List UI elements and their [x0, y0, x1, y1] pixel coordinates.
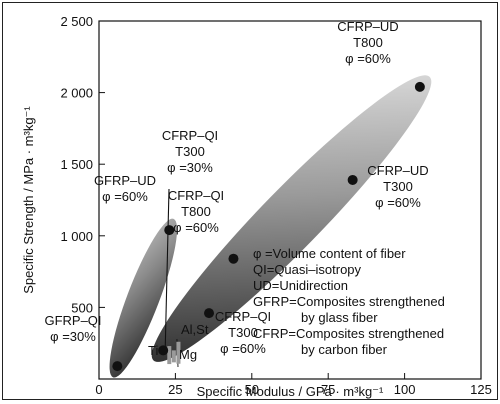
legend-note-line-2: UD=Unidirection — [253, 278, 348, 293]
legend-note-line-1: QI=Quasi–isotropy — [253, 262, 362, 277]
chart-frame: 0 25 50 75 100 125 500 1 000 1 500 2 000 2 500 Spec… — [2, 2, 498, 400]
region-gfrp — [109, 218, 178, 378]
x-tick-label-1: 25 — [168, 382, 182, 397]
x-tick-label-0: 0 — [95, 382, 102, 397]
annot-cfrp-qi-t300-30-line-2: φ =30% — [167, 160, 213, 175]
plot-area-border — [98, 20, 482, 380]
annot-al-st: Al,St — [181, 322, 209, 337]
legend-note-glass-line-0: by glass fiber — [301, 310, 378, 325]
data-point-0 — [112, 361, 123, 372]
x-tick-label-2: 50 — [245, 382, 259, 397]
data-point-4 — [228, 253, 239, 264]
guide-line-qi-t300 — [164, 188, 170, 351]
y-axis-title: Specific Strength / MPa · m³kg⁻¹ — [21, 106, 36, 294]
annot-gfrp-qi-line-0: GFRP–QI — [44, 313, 101, 328]
annot-cfrp-qi-t300-60-line-1: T300 — [228, 325, 258, 340]
x-tick-label-5: 125 — [470, 382, 492, 397]
data-point-3 — [204, 308, 215, 319]
annot-gfrp-ud-line-1: φ =60% — [102, 189, 148, 204]
region-cfrp — [151, 75, 432, 362]
annot-cfrp-ud-t800-line-2: φ =60% — [345, 51, 391, 66]
legend-note-cfrp-line-0: CFRP=Composites strengthened — [253, 326, 444, 341]
metal-mark-1 — [171, 350, 176, 363]
data-point-1 — [164, 225, 175, 236]
data-point-2 — [158, 345, 169, 356]
y-tick-label-3: 2 000 — [60, 86, 93, 101]
legend-note-line-0: φ =Volume content of fiber — [253, 246, 406, 261]
annot-mg: Mg — [179, 347, 197, 362]
x-axis-title: Specific Modulus / GPa · m³kg⁻¹ — [197, 384, 384, 399]
metal-mark-2 — [176, 341, 181, 364]
legend-note-line-3: GFRP=Composites strengthened — [253, 294, 445, 309]
legend-note-carbon-line-0: by carbon fiber — [301, 342, 388, 357]
data-point-6 — [414, 81, 425, 92]
annot-cfrp-qi-t300-60-line-2: φ =60% — [220, 341, 266, 356]
y-tick-label-2: 1 500 — [60, 157, 93, 172]
annot-cfrp-qi-t800-line-2: φ =60% — [173, 220, 219, 235]
annot-cfrp-ud-t300-line-2: φ =60% — [375, 195, 421, 210]
annot-cfrp-qi-t300-60-line-0: CFRP–QI — [215, 309, 271, 324]
annot-cfrp-qi-t800-line-1: T800 — [181, 204, 211, 219]
y-tick-label-4: 2 500 — [60, 14, 93, 29]
annot-cfrp-ud-t300-line-0: CFRP–UD — [367, 163, 428, 178]
x-tick-label-4: 100 — [394, 382, 416, 397]
annot-cfrp-ud-t300-line-1: T300 — [383, 179, 413, 194]
annot-gfrp-ud-line-0: GFRP–UD — [94, 173, 156, 188]
data-point-5 — [347, 174, 358, 185]
x-tick-label-3: 75 — [321, 382, 335, 397]
metal-mark-0 — [167, 346, 172, 365]
annot-cfrp-ud-t800-line-0: CFRP–UD — [337, 19, 398, 34]
annot-cfrp-ud-t800-line-1: T800 — [353, 35, 383, 50]
annot-cfrp-qi-t300-30-line-1: T300 — [175, 144, 205, 159]
annot-gfrp-qi-line-1: φ =30% — [50, 329, 96, 344]
annot-cfrp-qi-t800-line-0: CFRP–QI — [168, 188, 224, 203]
y-tick-label-0: 500 — [71, 300, 93, 315]
annot-ti: Ti — [148, 343, 158, 358]
annot-cfrp-qi-t300-30-line-0: CFRP–QI — [162, 128, 218, 143]
y-tick-label-1: 1 000 — [60, 229, 93, 244]
chart-svg: 0 25 50 75 100 125 500 1 000 1 500 2 000 2 500 Spec… — [21, 14, 492, 399]
